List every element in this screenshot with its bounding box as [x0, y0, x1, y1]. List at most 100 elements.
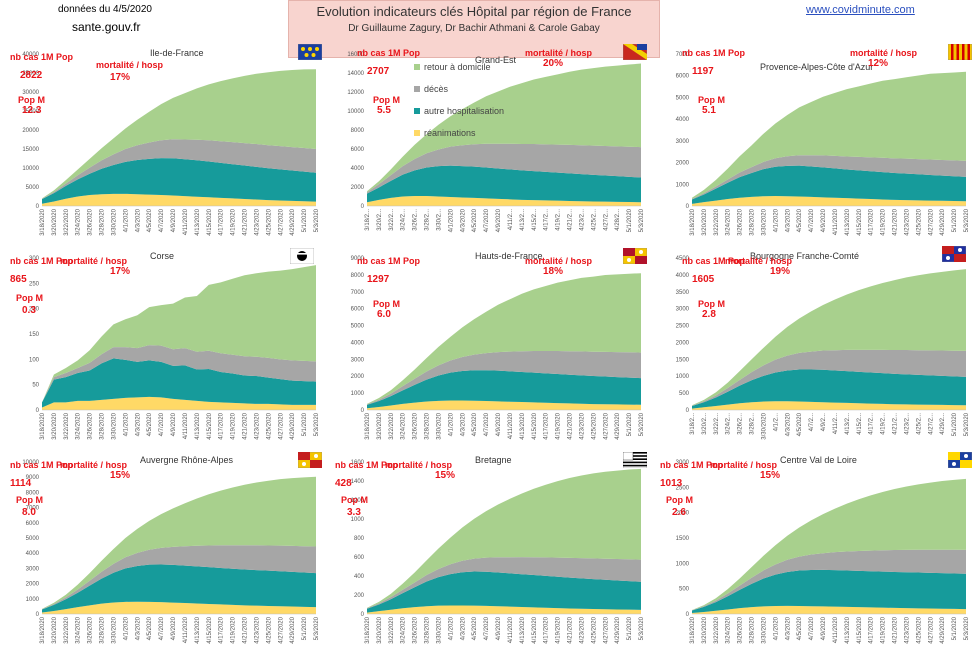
series-area-retour---domicile [692, 478, 966, 611]
y-tick-label: 1000 [26, 597, 40, 603]
x-tick-label: 4/21/2... [893, 413, 899, 435]
x-tick-label: 4/9/2020 [496, 616, 502, 640]
page-title: Evolution indicateurs clés Hôpital par r… [316, 4, 632, 19]
pop-label: Pop M [16, 293, 43, 303]
x-tick-label: 4/27/2020 [603, 616, 609, 643]
x-tick-label: 4/19/2... [881, 413, 887, 435]
pop-label: Pop M [698, 299, 725, 309]
pop-label: Pop M [666, 495, 693, 505]
x-tick-label: 4/15/2020 [207, 616, 213, 643]
cases-label: nb cas 1M Pop [10, 460, 74, 470]
x-tick-label: 4/19/2020 [881, 616, 887, 643]
x-tick-label: 4/17/2020 [544, 616, 550, 643]
y-tick-label: 10000 [22, 460, 39, 466]
x-tick-label: 4/15/2020 [857, 616, 863, 643]
x-tick-label: 5/3/2020 [639, 208, 645, 232]
y-tick-label: 1000 [676, 182, 690, 188]
series-area-autre-hospitalisation [42, 358, 316, 408]
x-tick-label: 4/17/2020 [219, 616, 225, 643]
x-tick-label: 3/30/2020 [111, 616, 117, 643]
region-flag-icon [623, 44, 647, 60]
x-tick-label: 3/26/2020 [413, 412, 419, 439]
website-link[interactable]: www.covidminute.com [806, 4, 915, 16]
pop-value: 6.0 [377, 309, 391, 320]
series-area-r-animations [367, 400, 641, 410]
x-tick-label: 3/30/2020 [436, 616, 442, 643]
pop-label: Pop M [341, 495, 368, 505]
series-area-retour---domicile [42, 265, 316, 403]
x-tick-label: 4/13/2020 [195, 412, 201, 439]
y-tick-label: 1000 [676, 561, 690, 567]
x-tick-label: 3/18/2... [365, 209, 371, 231]
cases-value: 1605 [692, 274, 715, 285]
legend-label: réanimations [424, 128, 476, 138]
x-tick-label: 4/25/2... [916, 413, 922, 435]
x-tick-label: 5/1/2020 [302, 412, 308, 436]
x-tick-label: 4/15/2020 [857, 208, 863, 235]
y-tick-label: 2500 [676, 485, 690, 491]
y-tick-label: 2500 [676, 324, 690, 330]
x-tick-label: 3/24/2020 [726, 208, 732, 235]
y-tick-label: 500 [679, 587, 690, 593]
x-tick-label: 4/15/2020 [532, 616, 538, 643]
x-tick-label: 4/7/2020 [159, 208, 165, 232]
x-tick-label: 4/27/2020 [278, 208, 284, 235]
y-tick-label: 3500 [676, 290, 690, 296]
series-area-retour---domicile [367, 273, 641, 405]
x-tick-label: 4/23/2... [579, 209, 585, 231]
x-tick-label: 4/7/2020 [484, 208, 490, 232]
x-tick-label: 3/24/2020 [76, 616, 82, 643]
x-tick-label: 5/1/2020 [627, 208, 633, 232]
x-tick-label: 4/5/2020 [797, 616, 803, 640]
y-tick-label: 12000 [347, 90, 364, 96]
x-tick-label: 3/18/2020 [40, 208, 46, 235]
y-tick-label: 15000 [22, 147, 39, 153]
mortality-label: mortalité / hosp [60, 256, 128, 266]
x-tick-label: 4/21/2020 [243, 412, 249, 439]
y-tick-label: 3000 [676, 139, 690, 145]
x-tick-label: 4/19/2... [556, 209, 562, 231]
x-tick-label: 3/28/2... [425, 209, 431, 231]
x-tick-label: 4/9/2020 [171, 412, 177, 436]
pop-value: 12.3 [22, 105, 42, 116]
y-tick-label: 3000 [351, 357, 365, 363]
x-tick-label: 3/18/2020 [365, 412, 371, 439]
x-tick-label: 5/3/2020 [314, 412, 320, 436]
x-tick-label: 4/17/2... [544, 209, 550, 231]
x-tick-label: 3/28/2020 [100, 616, 106, 643]
x-tick-label: 5/3/2020 [964, 616, 970, 640]
region-title: Provence-Alpes-Côte d'Azur [760, 62, 874, 72]
cases-value: 1197 [692, 66, 714, 77]
y-tick-label: 2000 [351, 374, 365, 380]
area-chart: 0100020003000400050006000700080009000100… [22, 460, 320, 644]
x-tick-label: 3/20/2020 [702, 616, 708, 643]
x-tick-label: 4/13/2020 [845, 208, 851, 235]
x-tick-label: 4/27/2020 [928, 616, 934, 643]
y-tick-label: 5000 [351, 324, 365, 330]
region-title: Bretagne [475, 455, 512, 465]
x-tick-label: 4/25/2... [591, 209, 597, 231]
x-tick-label: 3/26/2020 [738, 616, 744, 643]
y-tick-label: 2000 [351, 185, 365, 191]
x-tick-label: 4/25/2020 [266, 616, 272, 643]
x-tick-label: 5/1/2020 [627, 616, 633, 640]
x-tick-label: 3/28/2020 [100, 208, 106, 235]
y-tick-label: 200 [354, 593, 365, 599]
x-tick-label: 4/5/2020 [472, 208, 478, 232]
x-tick-label: 4/11/2020 [183, 412, 189, 439]
x-tick-label: 3/24/2020 [726, 616, 732, 643]
x-tick-label: 4/13/2020 [845, 616, 851, 643]
x-tick-label: 4/1/2020 [773, 208, 779, 232]
pop-value: 3.3 [347, 507, 361, 518]
y-tick-label: 16000 [347, 52, 364, 58]
x-tick-label: 3/30/2020 [761, 616, 767, 643]
chart-panel-3: 0 50 100 150 200 250 300 3/18/2020 3/20/2020 3/22… [0, 244, 324, 444]
x-tick-label: 5/3/2020 [964, 208, 970, 232]
y-tick-label: 1000 [676, 374, 690, 380]
mortality-label: mortalité / hosp [725, 256, 793, 266]
y-tick-label: 5000 [26, 536, 40, 542]
x-tick-label: 4/15/2... [532, 209, 538, 231]
y-tick-label: 8000 [351, 128, 365, 134]
x-tick-label: 5/3/2020 [639, 412, 645, 436]
y-tick-label: 7000 [351, 290, 365, 296]
